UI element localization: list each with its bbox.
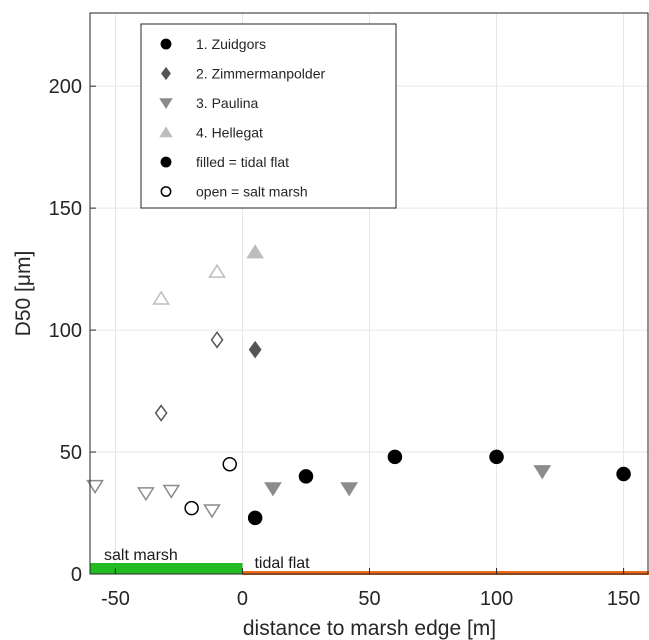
data-point-s2-p3 xyxy=(203,504,221,519)
legend-label-series-0: 1. Zuidgors xyxy=(196,36,266,52)
data-point-s2-p4 xyxy=(264,482,282,497)
legend-marker-series-0 xyxy=(160,38,172,50)
zone-bar-1 xyxy=(242,571,649,575)
data-point-s2-p0 xyxy=(86,479,104,494)
data-point-s1-p0 xyxy=(154,404,168,422)
data-point-s3-p1 xyxy=(208,263,226,278)
data-point-s0-p5 xyxy=(489,449,504,465)
legend-marker-note-0 xyxy=(160,156,172,168)
y-tick-label-4: 200 xyxy=(49,76,82,98)
legend-marker-series-2 xyxy=(159,98,173,110)
data-point-s0-p4 xyxy=(387,449,403,465)
data-point-s0-p1 xyxy=(222,456,237,472)
legend-label-note-0: filled = tidal flat xyxy=(196,154,289,170)
x-axis-label: distance to marsh edge [m] xyxy=(243,617,496,640)
data-points xyxy=(86,244,631,526)
x-tick-label-0: -50 xyxy=(101,588,130,610)
data-point-s0-p0 xyxy=(184,500,199,516)
x-tick-label-4: 150 xyxy=(607,588,640,610)
legend-box xyxy=(140,23,397,209)
legend-label-note-1: open = salt marsh xyxy=(196,184,308,200)
axis-ticks: -50 0 50 100 150 0 50 100 150 200 xyxy=(49,76,641,610)
x-tick-label-3: 100 xyxy=(480,588,513,610)
data-point-s2-p1 xyxy=(137,487,155,502)
data-point-s3-p0 xyxy=(152,290,170,305)
legend-label-series-3: 4. Hellegat xyxy=(196,125,263,141)
data-point-s0-p3 xyxy=(298,469,314,484)
legend-marker-series-3 xyxy=(159,126,173,138)
zone-label-0: salt marsh xyxy=(104,547,178,564)
data-point-s2-p2 xyxy=(162,484,181,499)
zone-label-1: tidal flat xyxy=(254,555,310,572)
data-point-s3-p2 xyxy=(246,244,265,259)
y-tick-label-2: 100 xyxy=(49,320,82,342)
y-tick-label-3: 150 xyxy=(49,198,82,220)
data-point-s1-p1 xyxy=(210,331,224,349)
legend-label-series-1: 2. Zimmermanpolder xyxy=(196,66,325,82)
data-point-s1-p2 xyxy=(248,340,262,359)
data-point-s0-p6 xyxy=(616,466,631,482)
y-tick-label-1: 50 xyxy=(60,442,82,464)
zone-bar-0 xyxy=(90,563,243,574)
legend-marker-note-1 xyxy=(160,186,172,197)
data-point-s2-p6 xyxy=(533,465,552,480)
legend: 1. Zuidgors 2. Zimmermanpolder 3. Paulina 4… xyxy=(140,23,397,209)
x-tick-label-2: 50 xyxy=(358,588,380,610)
data-point-s2-p5 xyxy=(340,482,359,497)
y-tick-label-0: 0 xyxy=(71,564,82,586)
x-tick-label-1: 0 xyxy=(237,588,248,610)
legend-marker-series-1 xyxy=(161,66,171,81)
zone-bars: salt marsh tidal flat xyxy=(90,547,649,575)
legend-label-series-2: 3. Paulina xyxy=(196,95,258,111)
y-axis-label: D50 [μm] xyxy=(12,251,35,337)
data-point-s0-p2 xyxy=(247,510,263,526)
